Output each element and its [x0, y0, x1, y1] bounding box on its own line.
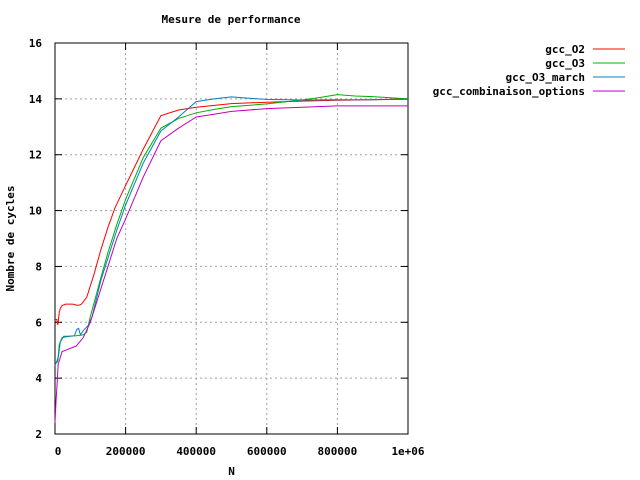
y-tick-label-3: 8 — [35, 260, 42, 273]
x-tick-label-5: 1e+06 — [391, 445, 424, 458]
chart-title: Mesure de performance — [161, 13, 300, 26]
tick-layer: 2 4 6 8 10 12 14 16 0 200000 400000 600000 800000 1e+… — [29, 37, 425, 458]
series-line-gcc-combinaison-options — [54, 105, 408, 423]
plot-frame — [54, 42, 409, 435]
y-tick-label-5: 12 — [29, 149, 42, 162]
series-layer — [54, 94, 409, 423]
series-line-gcc-o2 — [55, 98, 409, 326]
legend-label-gcc-o3-march: gcc_O3_march — [506, 71, 585, 84]
y-tick-label-1: 4 — [35, 372, 42, 385]
y-tick-label-6: 14 — [29, 93, 43, 106]
legend-label-gcc-o2: gcc_O2 — [545, 43, 585, 56]
y-axis-label: Nombre de cycles — [4, 186, 17, 292]
legend: gcc_O2gcc_O3gcc_O3_marchgcc_combinaison_… — [433, 43, 625, 98]
x-tick-label-1: 200000 — [106, 445, 146, 458]
x-tick-label-2: 400000 — [176, 445, 216, 458]
y-tick-label-0: 2 — [35, 428, 42, 441]
grid-layer — [55, 43, 408, 434]
y-tick-label-4: 10 — [29, 205, 42, 218]
legend-label-gcc-o3: gcc_O3 — [545, 57, 585, 70]
legend-label-gcc-combinaison-options: gcc_combinaison_options — [433, 85, 585, 98]
x-tick-label-0: 0 — [55, 445, 62, 458]
y-tick-label-2: 6 — [35, 316, 42, 329]
y-tick-label-7: 16 — [29, 37, 43, 50]
x-tick-label-3: 600000 — [247, 445, 287, 458]
x-tick-label-4: 800000 — [318, 445, 358, 458]
series-line-gcc-o3 — [54, 94, 409, 365]
x-axis-label: N — [228, 465, 235, 478]
axes-layer — [54, 42, 409, 435]
series-line-gcc-o3-march — [54, 96, 409, 366]
